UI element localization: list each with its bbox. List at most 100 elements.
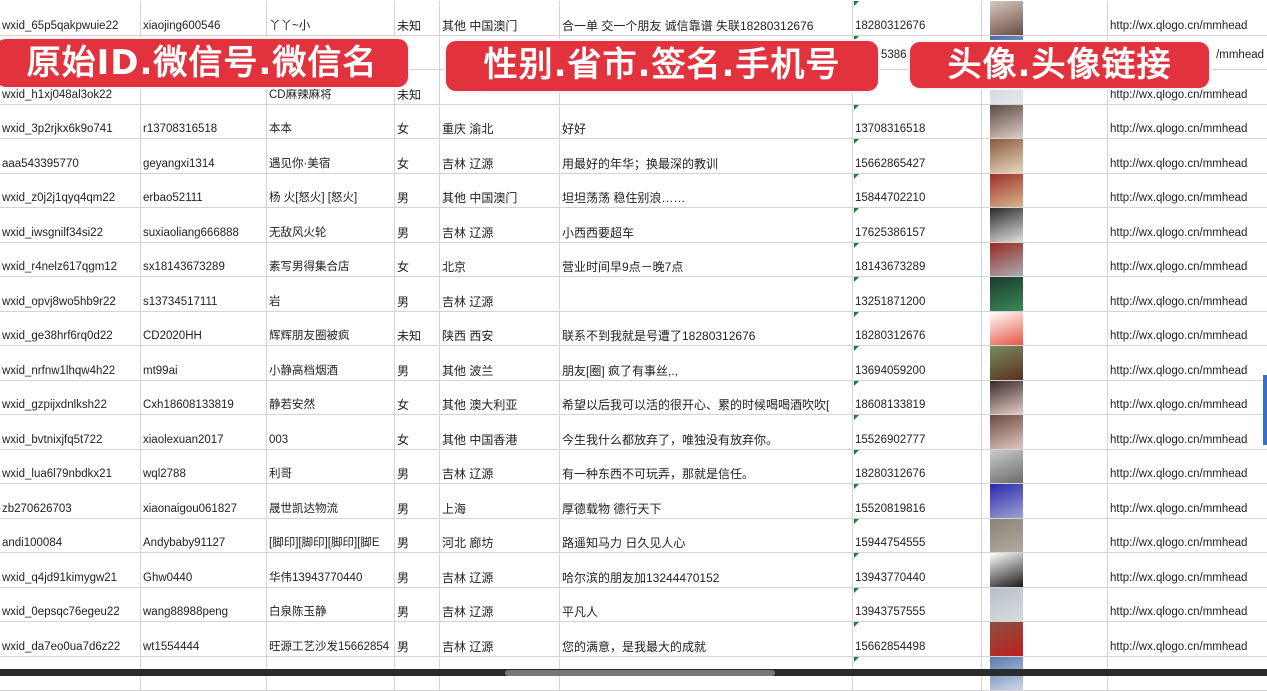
- wechat-id-cell[interactable]: geyangxi1314: [141, 139, 267, 173]
- avatar-link-cell[interactable]: http://wx.qlogo.cn/mmhead: [1108, 243, 1267, 277]
- wechat-name-cell[interactable]: 辉辉朋友圈被疯: [267, 312, 395, 346]
- gender-cell[interactable]: 女: [395, 381, 440, 415]
- region-cell[interactable]: 上海: [440, 484, 560, 518]
- signature-cell[interactable]: 好好: [560, 105, 853, 139]
- region-cell[interactable]: 其他 波兰: [440, 346, 560, 380]
- avatar-link-cell[interactable]: http://wx.qlogo.cn/mmhead: [1108, 346, 1267, 380]
- phone-cell[interactable]: 15844702210: [853, 174, 982, 208]
- gender-cell[interactable]: 女: [395, 139, 440, 173]
- wechat-name-cell[interactable]: 丫丫~小: [267, 1, 395, 35]
- gender-cell[interactable]: 男: [395, 588, 440, 622]
- signature-cell[interactable]: 有一种东西不可玩弄，那就是信任。: [560, 450, 853, 484]
- avatar-link-cell[interactable]: http://wx.qlogo.cn/mmhead: [1108, 381, 1267, 415]
- wechat-name-cell[interactable]: 003: [267, 415, 395, 449]
- wechat-id-cell[interactable]: mt99ai: [141, 346, 267, 380]
- avatar-cell[interactable]: [982, 588, 1108, 622]
- original-id-cell[interactable]: wxid_bvtnixjfq5t722: [0, 415, 141, 449]
- region-cell[interactable]: 其他 澳大利亚: [440, 381, 560, 415]
- gender-cell[interactable]: 男: [395, 208, 440, 242]
- avatar-link-cell[interactable]: http://wx.qlogo.cn/mmhead: [1108, 312, 1267, 346]
- wechat-id-cell[interactable]: xiaonaigou061827: [141, 484, 267, 518]
- signature-cell[interactable]: 营业时间早9点－晚7点: [560, 243, 853, 277]
- region-cell[interactable]: 吉林 辽源: [440, 139, 560, 173]
- gender-cell[interactable]: 男: [395, 484, 440, 518]
- signature-cell[interactable]: 小西西要超车: [560, 208, 853, 242]
- region-cell[interactable]: 其他 中国澳门: [440, 174, 560, 208]
- wechat-name-cell[interactable]: 旺源工艺沙发15662854: [267, 622, 395, 656]
- wechat-name-cell[interactable]: 岩: [267, 277, 395, 311]
- wechat-name-cell[interactable]: 利哥: [267, 450, 395, 484]
- original-id-cell[interactable]: wxid_gzpijxdnlksh22: [0, 381, 141, 415]
- avatar-cell[interactable]: [982, 312, 1108, 346]
- original-id-cell[interactable]: wxid_q4jd91kimygw21: [0, 553, 141, 587]
- wechat-name-cell[interactable]: 素写男得集合店: [267, 243, 395, 277]
- region-cell[interactable]: 吉林 辽源: [440, 277, 560, 311]
- wechat-id-cell[interactable]: erbao52111: [141, 174, 267, 208]
- avatar-link-cell[interactable]: http://wx.qlogo.cn/mmhead: [1108, 519, 1267, 553]
- phone-cell[interactable]: 13943757555: [853, 588, 982, 622]
- wechat-name-cell[interactable]: 晟世凯达物流: [267, 484, 395, 518]
- gender-cell[interactable]: 男: [395, 277, 440, 311]
- gender-cell[interactable]: 男: [395, 174, 440, 208]
- wechat-id-cell[interactable]: CD2020HH: [141, 312, 267, 346]
- avatar-cell[interactable]: [982, 381, 1108, 415]
- avatar-cell[interactable]: [982, 553, 1108, 587]
- wechat-id-cell[interactable]: wang88988peng: [141, 588, 267, 622]
- phone-cell[interactable]: 13708316518: [853, 105, 982, 139]
- phone-cell[interactable]: 15662865427: [853, 139, 982, 173]
- gender-cell[interactable]: 男: [395, 622, 440, 656]
- signature-cell[interactable]: 朋友[圈] 疯了有事丝,.,: [560, 346, 853, 380]
- phone-cell[interactable]: 15662854498: [853, 622, 982, 656]
- original-id-cell[interactable]: aaa543395770: [0, 139, 141, 173]
- original-id-cell[interactable]: wxid_lua6l79nbdkx21: [0, 450, 141, 484]
- region-cell[interactable]: 河北 廊坊: [440, 519, 560, 553]
- gender-cell[interactable]: 女: [395, 243, 440, 277]
- signature-cell[interactable]: 平凡人: [560, 588, 853, 622]
- signature-cell[interactable]: 路遥知马力 日久见人心: [560, 519, 853, 553]
- gender-cell[interactable]: 女: [395, 415, 440, 449]
- phone-cell[interactable]: 18143673289: [853, 243, 982, 277]
- signature-cell[interactable]: 今生我什么都放弃了，唯独没有放弃你。: [560, 415, 853, 449]
- region-cell[interactable]: 其他 中国香港: [440, 415, 560, 449]
- wechat-id-cell[interactable]: Ghw0440: [141, 553, 267, 587]
- avatar-link-cell[interactable]: http://wx.qlogo.cn/mmhead: [1108, 588, 1267, 622]
- original-id-cell[interactable]: zb270626703: [0, 484, 141, 518]
- signature-cell[interactable]: 希望以后我可以活的很开心、累的时候喝喝酒吹吹[: [560, 381, 853, 415]
- region-cell[interactable]: 吉林 辽源: [440, 553, 560, 587]
- avatar-link-cell[interactable]: http://wx.qlogo.cn/mmhead: [1108, 484, 1267, 518]
- avatar-link-cell[interactable]: http://wx.qlogo.cn/mmhead: [1108, 105, 1267, 139]
- region-cell[interactable]: 重庆 渝北: [440, 105, 560, 139]
- avatar-cell[interactable]: [982, 622, 1108, 656]
- original-id-cell[interactable]: wxid_65p5qakpwuie22: [0, 1, 141, 35]
- avatar-link-cell[interactable]: http://wx.qlogo.cn/mmhead: [1108, 415, 1267, 449]
- wechat-name-cell[interactable]: 白泉陈玉静: [267, 588, 395, 622]
- original-id-cell[interactable]: andi100084: [0, 519, 141, 553]
- avatar-cell[interactable]: [982, 346, 1108, 380]
- avatar-cell[interactable]: [982, 415, 1108, 449]
- wechat-name-cell[interactable]: 本本: [267, 105, 395, 139]
- gender-cell[interactable]: 未知: [395, 1, 440, 35]
- wechat-id-cell[interactable]: r13708316518: [141, 105, 267, 139]
- phone-cell[interactable]: 18280312676: [853, 312, 982, 346]
- original-id-cell[interactable]: wxid_nrfnw1lhqw4h22: [0, 346, 141, 380]
- avatar-link-cell[interactable]: http://wx.qlogo.cn/mmhead: [1108, 553, 1267, 587]
- gender-cell[interactable]: 男: [395, 519, 440, 553]
- avatar-link-cell[interactable]: http://wx.qlogo.cn/mmhead: [1108, 1, 1267, 35]
- wechat-name-cell[interactable]: [脚印][脚印][脚印][脚E: [267, 519, 395, 553]
- wechat-id-cell[interactable]: Andybaby91127: [141, 519, 267, 553]
- avatar-link-cell[interactable]: http://wx.qlogo.cn/mmhead: [1108, 139, 1267, 173]
- phone-cell[interactable]: 15520819816: [853, 484, 982, 518]
- avatar-cell[interactable]: [982, 174, 1108, 208]
- wechat-id-cell[interactable]: sx18143673289: [141, 243, 267, 277]
- gender-cell[interactable]: 女: [395, 105, 440, 139]
- gender-cell[interactable]: 男: [395, 450, 440, 484]
- wechat-id-cell[interactable]: suxiaoliang666888: [141, 208, 267, 242]
- signature-cell[interactable]: 联系不到我就是号遭了18280312676: [560, 312, 853, 346]
- signature-cell[interactable]: 厚德载物 德行天下: [560, 484, 853, 518]
- region-cell[interactable]: 吉林 辽源: [440, 450, 560, 484]
- region-cell[interactable]: 吉林 辽源: [440, 622, 560, 656]
- wechat-id-cell[interactable]: Cxh18608133819: [141, 381, 267, 415]
- wechat-id-cell[interactable]: wql2788: [141, 450, 267, 484]
- wechat-id-cell[interactable]: wt1554444: [141, 622, 267, 656]
- signature-cell[interactable]: 用最好的年华；换最深的教训: [560, 139, 853, 173]
